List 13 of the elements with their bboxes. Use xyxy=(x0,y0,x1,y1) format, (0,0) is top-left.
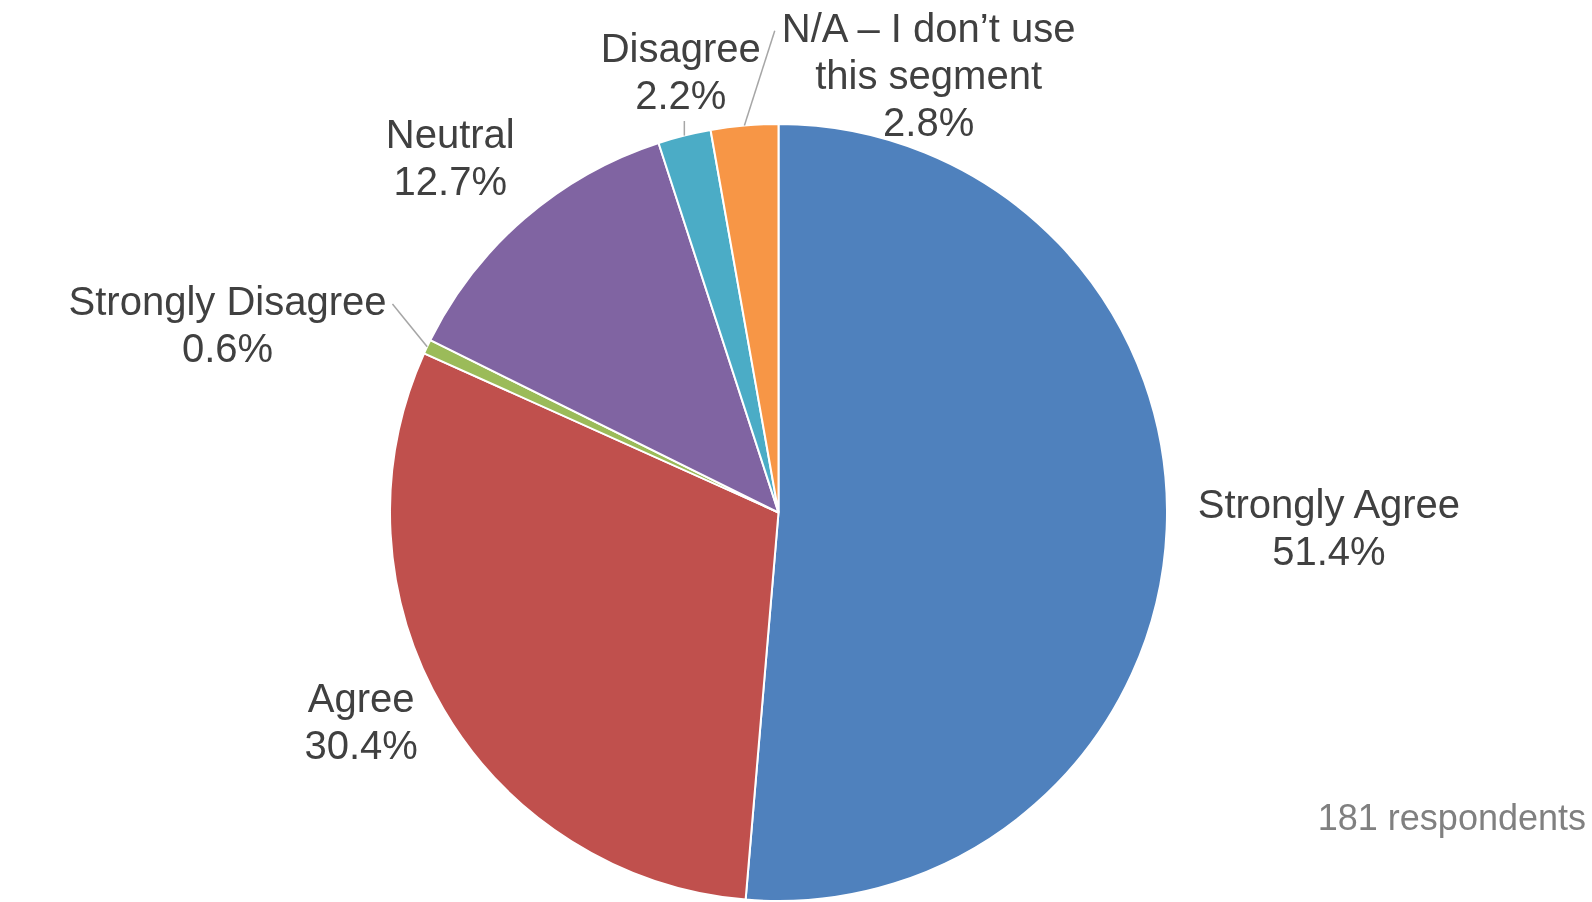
data-label: 2.8% xyxy=(883,99,975,144)
slice-label: Strongly Agree xyxy=(1197,481,1461,526)
slice-label: Strongly Disagree xyxy=(68,279,387,324)
slice-label: Neutral xyxy=(385,111,515,156)
text: 181 respondents xyxy=(1317,796,1586,838)
data-label: 2.2% xyxy=(635,72,727,117)
slice-label: Agree xyxy=(307,676,415,721)
slice-label: Disagree xyxy=(600,25,761,70)
data-label: 0.6% xyxy=(181,326,274,371)
data-label: 30.4% xyxy=(304,723,418,768)
data-label: 12.7% xyxy=(393,158,507,203)
data-label: 51.4% xyxy=(1272,528,1386,573)
slice-label: N/A – I don’t use this segment xyxy=(781,5,1076,97)
